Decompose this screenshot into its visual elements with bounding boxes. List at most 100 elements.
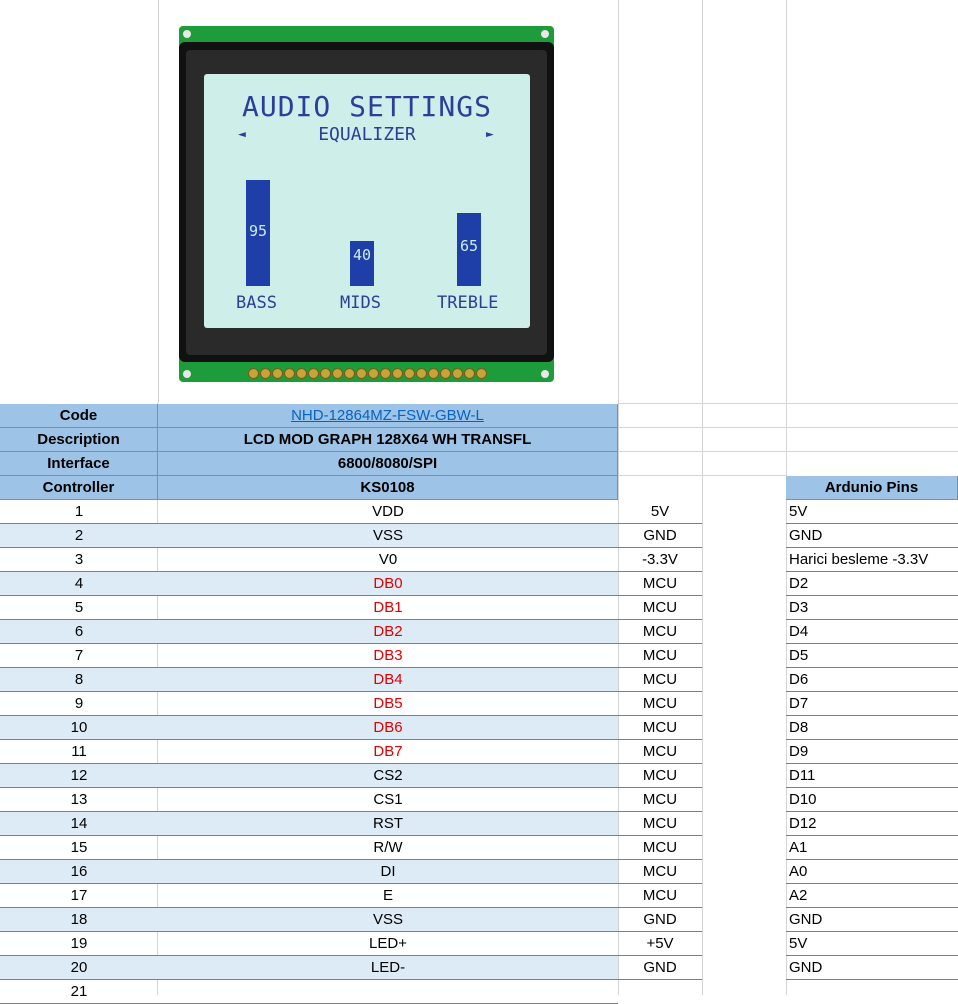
header-pin xyxy=(248,368,259,379)
pin-name-cell[interactable]: R/W xyxy=(158,836,618,860)
arduino-pin-cell[interactable]: D9 xyxy=(786,740,958,764)
pin-name-cell[interactable]: DB1 xyxy=(158,596,618,620)
arduino-pin-cell[interactable]: D7 xyxy=(786,692,958,716)
interface-value[interactable]: 6800/8080/SPI xyxy=(158,452,618,476)
pin-power-cell[interactable]: 5V xyxy=(618,500,702,524)
header-pin xyxy=(392,368,403,379)
pin-power-cell[interactable]: MCU xyxy=(618,884,702,908)
pin-name-cell[interactable]: DB7 xyxy=(158,740,618,764)
pin-name-cell[interactable]: VSS xyxy=(158,908,618,932)
description-value[interactable]: LCD MOD GRAPH 128X64 WH TRANSFL xyxy=(158,428,618,452)
pin-name-cell[interactable]: DB2 xyxy=(158,620,618,644)
pin-number-cell[interactable]: 1 xyxy=(0,500,158,524)
pin-number-cell[interactable]: 17 xyxy=(0,884,158,908)
pin-power-cell[interactable] xyxy=(618,980,702,1004)
arduino-pin-cell[interactable]: GND xyxy=(786,956,958,980)
pin-power-cell[interactable]: MCU xyxy=(618,764,702,788)
mount-hole xyxy=(183,370,191,378)
pin-number-cell[interactable]: 9 xyxy=(0,692,158,716)
pin-power-cell[interactable]: MCU xyxy=(618,716,702,740)
arduino-pin-cell[interactable]: GND xyxy=(786,908,958,932)
pin-number-cell[interactable]: 12 xyxy=(0,764,158,788)
pin-name-cell[interactable] xyxy=(158,980,618,1004)
arduino-pin-cell[interactable]: D4 xyxy=(786,620,958,644)
pin-name-cell[interactable]: DB5 xyxy=(158,692,618,716)
arduino-pin-cell[interactable]: D11 xyxy=(786,764,958,788)
pin-number-cell[interactable]: 4 xyxy=(0,572,158,596)
interface-label[interactable]: Interface xyxy=(0,452,158,476)
pin-name-cell[interactable]: VDD xyxy=(158,500,618,524)
arduino-pin-cell[interactable]: A0 xyxy=(786,860,958,884)
pin-number-cell[interactable]: 11 xyxy=(0,740,158,764)
pin-power-cell[interactable]: MCU xyxy=(618,836,702,860)
pin-power-cell[interactable]: GND xyxy=(618,908,702,932)
pin-name-cell[interactable]: DI xyxy=(158,860,618,884)
pin-power-cell[interactable]: MCU xyxy=(618,620,702,644)
pin-power-cell[interactable]: GND xyxy=(618,524,702,548)
code-value-cell[interactable]: NHD-12864MZ-FSW-GBW-L xyxy=(158,404,618,428)
pin-power-cell[interactable]: +5V xyxy=(618,932,702,956)
pin-power-cell[interactable]: MCU xyxy=(618,668,702,692)
arduino-pin-cell[interactable]: Harici besleme -3.3V xyxy=(786,548,958,572)
pin-number-cell[interactable]: 19 xyxy=(0,932,158,956)
arduino-pin-cell[interactable]: 5V xyxy=(786,500,958,524)
pin-power-cell[interactable]: MCU xyxy=(618,740,702,764)
arduino-pin-cell[interactable]: D10 xyxy=(786,788,958,812)
pin-name-cell[interactable]: VSS xyxy=(158,524,618,548)
arduino-pin-cell[interactable]: D6 xyxy=(786,668,958,692)
pin-name-cell[interactable]: RST xyxy=(158,812,618,836)
mount-hole xyxy=(183,30,191,38)
pin-number-cell[interactable]: 7 xyxy=(0,644,158,668)
pin-power-cell[interactable]: MCU xyxy=(618,860,702,884)
pin-name-cell[interactable]: LED+ xyxy=(158,932,618,956)
pin-power-cell[interactable]: MCU xyxy=(618,644,702,668)
pin-name-cell[interactable]: E xyxy=(158,884,618,908)
controller-value[interactable]: KS0108 xyxy=(158,476,618,500)
code-link[interactable]: NHD-12864MZ-FSW-GBW-L xyxy=(291,407,484,424)
pin-number-cell[interactable]: 21 xyxy=(0,980,158,1004)
pin-name-cell[interactable]: DB3 xyxy=(158,644,618,668)
pin-number-cell[interactable]: 20 xyxy=(0,956,158,980)
arduino-pin-cell[interactable]: 5V xyxy=(786,932,958,956)
arduino-pin-cell[interactable]: D3 xyxy=(786,596,958,620)
pin-power-cell[interactable]: MCU xyxy=(618,812,702,836)
pin-number-cell[interactable]: 18 xyxy=(0,908,158,932)
arduino-pin-cell[interactable]: D12 xyxy=(786,812,958,836)
arduino-pin-cell[interactable]: D8 xyxy=(786,716,958,740)
pin-number-cell[interactable]: 3 xyxy=(0,548,158,572)
pin-name-cell[interactable]: V0 xyxy=(158,548,618,572)
arduino-pin-cell[interactable]: D5 xyxy=(786,644,958,668)
pin-power-cell[interactable]: -3.3V xyxy=(618,548,702,572)
pin-name-cell[interactable]: CS2 xyxy=(158,764,618,788)
eq-bar-bass xyxy=(246,180,270,286)
arduino-pin-cell[interactable] xyxy=(786,980,958,1004)
pin-name-cell[interactable]: DB6 xyxy=(158,716,618,740)
pin-number-cell[interactable]: 13 xyxy=(0,788,158,812)
pin-number-cell[interactable]: 10 xyxy=(0,716,158,740)
arduino-pins-header[interactable]: Ardunio Pins xyxy=(786,476,958,500)
pin-number-cell[interactable]: 15 xyxy=(0,836,158,860)
pin-number-cell[interactable]: 8 xyxy=(0,668,158,692)
pin-power-cell[interactable]: GND xyxy=(618,956,702,980)
pin-power-cell[interactable]: MCU xyxy=(618,692,702,716)
arduino-pin-cell[interactable]: D2 xyxy=(786,572,958,596)
controller-label[interactable]: Controller xyxy=(0,476,158,500)
pin-number-cell[interactable]: 16 xyxy=(0,860,158,884)
pin-number-cell[interactable]: 2 xyxy=(0,524,158,548)
pin-number-cell[interactable]: 6 xyxy=(0,620,158,644)
pin-name-cell[interactable]: DB0 xyxy=(158,572,618,596)
pin-number-cell[interactable]: 5 xyxy=(0,596,158,620)
pin-number-cell[interactable]: 14 xyxy=(0,812,158,836)
pin-name-cell[interactable]: DB4 xyxy=(158,668,618,692)
pin-power-cell[interactable]: MCU xyxy=(618,596,702,620)
pin-power-cell[interactable]: MCU xyxy=(618,572,702,596)
code-label[interactable]: Code xyxy=(0,404,158,428)
description-label[interactable]: Description xyxy=(0,428,158,452)
arduino-pin-cell[interactable]: A2 xyxy=(786,884,958,908)
pin-name-cell[interactable]: LED- xyxy=(158,956,618,980)
arduino-pin-cell[interactable]: GND xyxy=(786,524,958,548)
header-pin xyxy=(320,368,331,379)
arduino-pin-cell[interactable]: A1 xyxy=(786,836,958,860)
pin-name-cell[interactable]: CS1 xyxy=(158,788,618,812)
pin-power-cell[interactable]: MCU xyxy=(618,788,702,812)
